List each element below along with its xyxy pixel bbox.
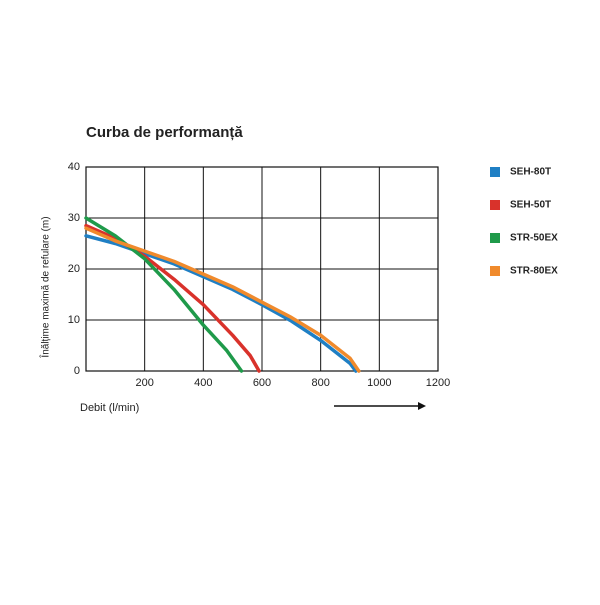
y-tick-label: 40 <box>68 161 80 173</box>
arrow-head <box>418 402 426 410</box>
series-line <box>84 234 358 373</box>
y-tick-label: 20 <box>68 263 80 275</box>
legend-swatch <box>490 167 500 177</box>
x-tick-label: 600 <box>253 377 271 389</box>
x-tick-label: 1000 <box>367 377 391 389</box>
y-tick-label: 30 <box>68 212 80 224</box>
x-tick-label: 400 <box>194 377 212 389</box>
legend-swatch <box>490 200 500 210</box>
legend-swatch <box>490 233 500 243</box>
x-tick-label: 1200 <box>426 377 450 389</box>
x-axis-label: Debit (l/min) <box>80 402 139 414</box>
y-tick-label: 0 <box>74 365 80 377</box>
series-line <box>84 226 361 373</box>
legend-label: STR-50EX <box>510 233 558 244</box>
legend-label: SEH-50T <box>510 200 551 211</box>
y-axis-label: Înălțime maximă de refulare (m) <box>39 216 52 358</box>
x-tick-label: 200 <box>135 377 153 389</box>
y-tick-label: 10 <box>68 314 80 326</box>
series-line <box>84 223 261 373</box>
chart-title: Curba de performanță <box>86 124 243 141</box>
legend-label: STR-80EX <box>510 266 558 277</box>
series-line <box>84 216 244 373</box>
x-tick-label: 800 <box>311 377 329 389</box>
legend-swatch <box>490 266 500 276</box>
legend-label: SEH-80T <box>510 167 551 178</box>
